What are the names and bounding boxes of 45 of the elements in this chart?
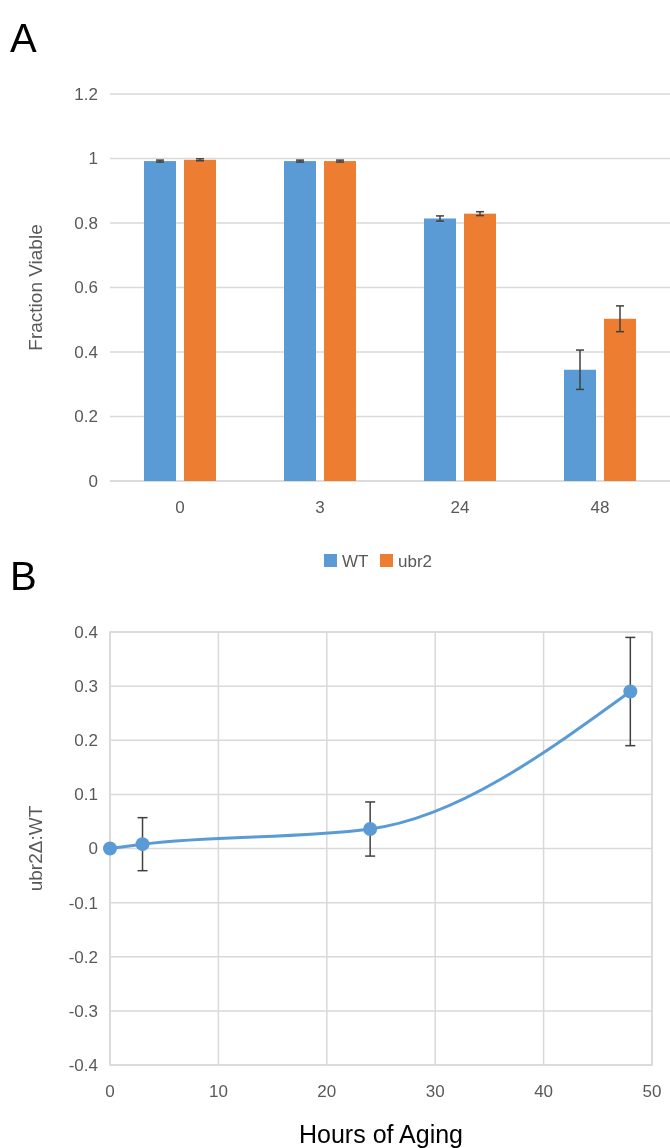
point	[363, 822, 378, 837]
bar	[424, 218, 456, 481]
bar	[604, 318, 636, 481]
y-tick-label: 0.8	[74, 213, 98, 233]
y-tick-label: 0	[88, 471, 98, 491]
y-tick-label: 0.4	[74, 342, 98, 362]
x-tick-label: 0	[175, 498, 185, 517]
x-tick-label: 3	[315, 498, 325, 517]
y-tick-label: 0.6	[74, 278, 98, 298]
bar	[324, 161, 356, 481]
x-tick-label: 0	[105, 1082, 115, 1101]
x-tick-label: 30	[425, 1082, 445, 1101]
bar	[184, 159, 216, 481]
y-axis-title: Fraction Viable	[25, 224, 46, 351]
y-axis-title: ubr2Δ:WT	[25, 805, 46, 892]
x-tick-label: 24	[450, 498, 470, 517]
y-tick-label: 0.1	[74, 785, 98, 805]
y-tick-label: -0.4	[68, 1055, 98, 1075]
text: B	[10, 554, 37, 598]
y-tick-label: -0.2	[68, 947, 98, 967]
bar	[284, 161, 316, 481]
bar	[464, 213, 496, 481]
point	[623, 684, 638, 699]
x-tick-label: 20	[317, 1082, 337, 1101]
y-tick-label: 0.4	[74, 622, 98, 642]
legend-label: ubr2	[398, 551, 433, 571]
x-tick-label: 40	[534, 1082, 554, 1101]
y-tick-label: -0.3	[68, 1001, 98, 1021]
bar	[144, 161, 176, 481]
y-tick-label: 0.2	[74, 731, 98, 751]
x-tick-label: 50	[642, 1082, 662, 1101]
x-tick-label: 48	[590, 498, 610, 517]
bar	[564, 369, 596, 481]
x-tick-label: 10	[208, 1082, 228, 1101]
y-tick-label: 1.2	[74, 84, 98, 104]
legend-label: WT	[342, 551, 369, 571]
y-tick-label: 0.2	[74, 407, 98, 427]
point	[103, 841, 117, 856]
y-tick-label: -0.1	[68, 893, 98, 913]
y-tick-label: 0	[88, 839, 98, 859]
y-tick-label: 1	[88, 149, 98, 169]
y-tick-label: 0.3	[74, 677, 98, 697]
point	[135, 837, 150, 852]
x-axis-title: Hours of Aging	[299, 1120, 463, 1148]
text: A	[10, 16, 37, 60]
